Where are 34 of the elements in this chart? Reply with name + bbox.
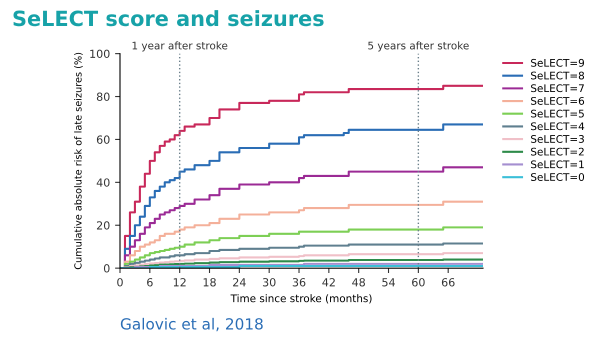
legend-label: SeLECT=6 — [531, 96, 584, 105]
legend-label: SeLECT=7 — [531, 84, 584, 92]
legend-label: SeLECT=9 — [531, 58, 584, 67]
x-tick-label: 60 — [412, 278, 425, 286]
chart-title: SeLECT score and seizures — [13, 10, 324, 26]
x-tick-label: 12 — [174, 278, 186, 286]
x-tick-label: 24 — [233, 278, 246, 286]
legend-label: SeLECT=2 — [531, 148, 584, 156]
x-tick-label: 36 — [292, 278, 306, 286]
x-tick-label: 48 — [352, 278, 365, 286]
x-tick-label: 42 — [322, 278, 335, 286]
legend-label: SeLECT=1 — [531, 160, 584, 168]
y-axis-title: Cumulative absolute risk of late seizures (%) — [74, 52, 83, 270]
legend-label: SeLECT=5 — [531, 110, 584, 118]
y-tick-label: 40 — [96, 178, 110, 187]
text: Galovic et al, 2018 — [120, 318, 263, 332]
y-tick-label: 100 — [90, 50, 110, 58]
x-tick-label: 66 — [442, 278, 455, 286]
legend-label: SeLECT=0 — [531, 173, 584, 181]
ref-line-label: 5 years after stroke — [368, 41, 469, 52]
x-tick-label: 0 — [117, 278, 123, 286]
ref-line-label: 1 year after stroke — [132, 41, 228, 52]
y-tick-label: 0 — [104, 264, 110, 273]
y-tick-label: 20 — [96, 221, 110, 230]
x-tick-label: 54 — [382, 278, 395, 286]
y-tick-label: 60 — [96, 135, 110, 144]
x-tick-label: 6 — [147, 278, 153, 286]
x-tick-label: 30 — [262, 278, 276, 286]
legend-label: SeLECT=8 — [531, 72, 584, 80]
x-tick-label: 18 — [204, 278, 216, 286]
y-tick-label: 80 — [96, 92, 110, 101]
legend-label: SeLECT=4 — [531, 122, 584, 130]
x-axis-title: Time since stroke (months) — [230, 294, 372, 304]
legend-label: SeLECT=3 — [531, 135, 584, 143]
